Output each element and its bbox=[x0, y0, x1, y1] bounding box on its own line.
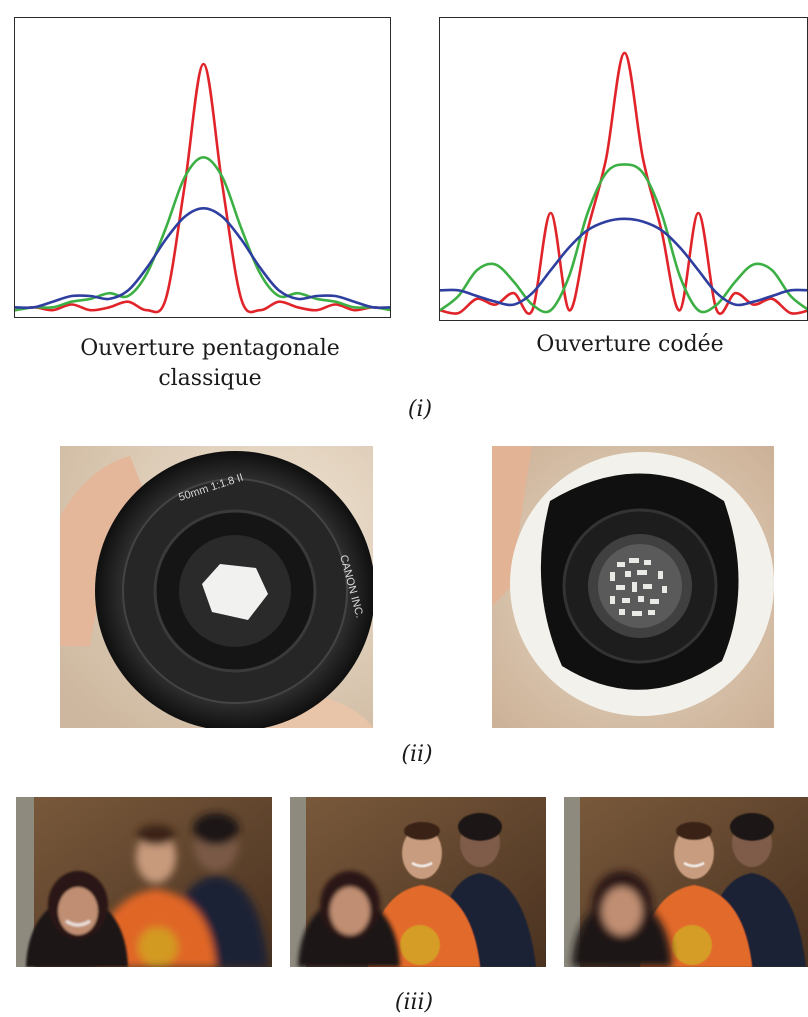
psf-plot-coded bbox=[439, 17, 808, 321]
caption-pentagonal: Ouverture pentagonale classique bbox=[80, 336, 340, 391]
panel-label-iii: (iii) bbox=[394, 990, 434, 1015]
photo-coded-lens bbox=[492, 446, 774, 728]
psf-plot-pentagonal-svg bbox=[15, 62, 390, 314]
psf-curve-red bbox=[15, 62, 390, 314]
psf-curve-green bbox=[15, 156, 390, 312]
psf-plot-coded-svg bbox=[440, 51, 807, 315]
panel-label-i: (i) bbox=[407, 397, 433, 422]
caption-coded: Ouverture codée bbox=[536, 332, 724, 357]
psf-plot-pentagonal bbox=[14, 17, 391, 318]
photo-result-1 bbox=[16, 797, 272, 967]
photo-result-3 bbox=[564, 797, 808, 967]
photo-result-2 bbox=[290, 797, 546, 967]
psf-curve-red bbox=[440, 51, 807, 315]
psf-curve-blue bbox=[440, 217, 807, 307]
psf-curve-green bbox=[440, 163, 807, 314]
panel-label-ii: (ii) bbox=[401, 742, 433, 767]
psf-curve-blue bbox=[15, 207, 390, 310]
photo-standard-lens: 50mm 1:1.8 II CANON INC. bbox=[60, 446, 373, 728]
